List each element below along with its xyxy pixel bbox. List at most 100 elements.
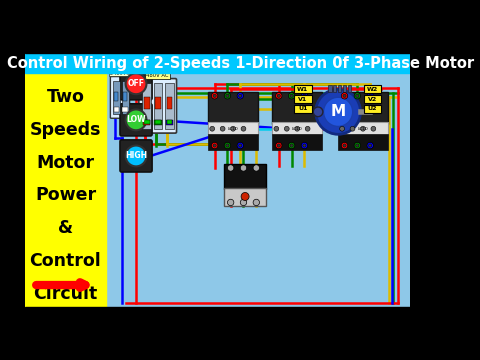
Bar [25, 307, 410, 324]
Circle shape [241, 193, 249, 201]
Circle shape [276, 142, 282, 149]
Circle shape [274, 126, 279, 131]
Bar [272, 92, 322, 123]
Circle shape [253, 165, 260, 171]
Text: 3-P MCB
480V AC: 3-P MCB 480V AC [146, 67, 169, 78]
Bar [364, 95, 382, 103]
Circle shape [356, 94, 359, 98]
Bar [167, 120, 172, 124]
Circle shape [277, 144, 280, 147]
Bar [294, 95, 312, 103]
Bar [364, 105, 382, 113]
Bar [272, 134, 322, 149]
Circle shape [303, 94, 306, 98]
Text: W2: W2 [367, 87, 378, 92]
Text: U1: U1 [298, 106, 308, 111]
Bar [144, 96, 150, 109]
Bar [338, 134, 388, 149]
Circle shape [367, 142, 373, 149]
Circle shape [301, 142, 308, 149]
Bar [294, 85, 312, 93]
Circle shape [343, 94, 346, 98]
Text: Two: Two [47, 88, 84, 106]
Bar [224, 188, 266, 206]
Bar [155, 120, 162, 126]
Circle shape [369, 94, 372, 98]
Circle shape [341, 142, 348, 149]
Circle shape [356, 144, 359, 147]
Bar [114, 92, 119, 102]
Circle shape [228, 199, 234, 206]
Bar [294, 105, 312, 113]
Circle shape [226, 94, 229, 98]
Bar [156, 96, 161, 109]
Circle shape [277, 94, 280, 98]
FancyBboxPatch shape [120, 140, 152, 172]
Text: V2: V2 [368, 96, 377, 102]
Circle shape [213, 94, 216, 98]
Bar [343, 85, 346, 92]
Circle shape [228, 165, 234, 171]
Circle shape [371, 126, 376, 131]
Circle shape [220, 126, 225, 131]
Circle shape [240, 165, 247, 171]
Circle shape [369, 144, 372, 147]
Circle shape [126, 73, 146, 94]
Bar [165, 83, 174, 129]
Text: LOW: LOW [126, 115, 146, 124]
Circle shape [211, 142, 218, 149]
Circle shape [290, 94, 293, 98]
FancyBboxPatch shape [110, 77, 130, 118]
Bar [156, 120, 161, 124]
Bar [25, 36, 410, 53]
Circle shape [288, 142, 295, 149]
Bar [114, 107, 119, 112]
Circle shape [290, 144, 293, 147]
Bar [143, 120, 150, 126]
Bar [208, 122, 258, 135]
Bar [25, 73, 106, 307]
Text: 2-P MCB
240V AC: 2-P MCB 240V AC [109, 65, 131, 76]
Circle shape [284, 126, 289, 131]
Circle shape [354, 142, 360, 149]
FancyBboxPatch shape [120, 104, 152, 136]
Circle shape [276, 93, 282, 99]
Text: &: & [58, 219, 73, 237]
Circle shape [237, 93, 243, 99]
Text: LC1D: LC1D [358, 127, 368, 131]
Bar [144, 120, 150, 124]
Circle shape [224, 93, 231, 99]
Circle shape [126, 109, 146, 130]
Circle shape [231, 126, 236, 131]
Circle shape [354, 93, 360, 99]
Text: OFF: OFF [128, 79, 144, 88]
Text: LC1D: LC1D [228, 127, 239, 131]
Bar [166, 120, 173, 126]
Bar [113, 81, 120, 114]
Bar [338, 85, 341, 92]
Circle shape [237, 142, 243, 149]
Circle shape [239, 144, 242, 147]
Circle shape [210, 126, 215, 131]
Bar [338, 122, 388, 135]
Text: HIGH: HIGH [125, 152, 147, 161]
Circle shape [126, 145, 146, 166]
Circle shape [313, 107, 323, 117]
FancyBboxPatch shape [120, 68, 152, 100]
Bar [208, 134, 258, 149]
Circle shape [211, 93, 218, 99]
Circle shape [288, 93, 295, 99]
Circle shape [340, 126, 345, 131]
Text: Control: Control [30, 252, 101, 270]
Circle shape [324, 97, 353, 126]
Text: V1: V1 [298, 96, 308, 102]
Text: Control Wiring of 2-Speeds 1-Direction 0f 3-Phase Motor: Control Wiring of 2-Speeds 1-Direction 0… [7, 56, 474, 71]
Circle shape [253, 199, 260, 206]
Text: Circuit: Circuit [33, 285, 97, 303]
Circle shape [226, 144, 229, 147]
Text: Motor: Motor [36, 153, 95, 171]
Bar [328, 85, 332, 92]
Circle shape [224, 142, 231, 149]
Text: LC1D: LC1D [292, 127, 302, 131]
Bar [25, 53, 410, 73]
